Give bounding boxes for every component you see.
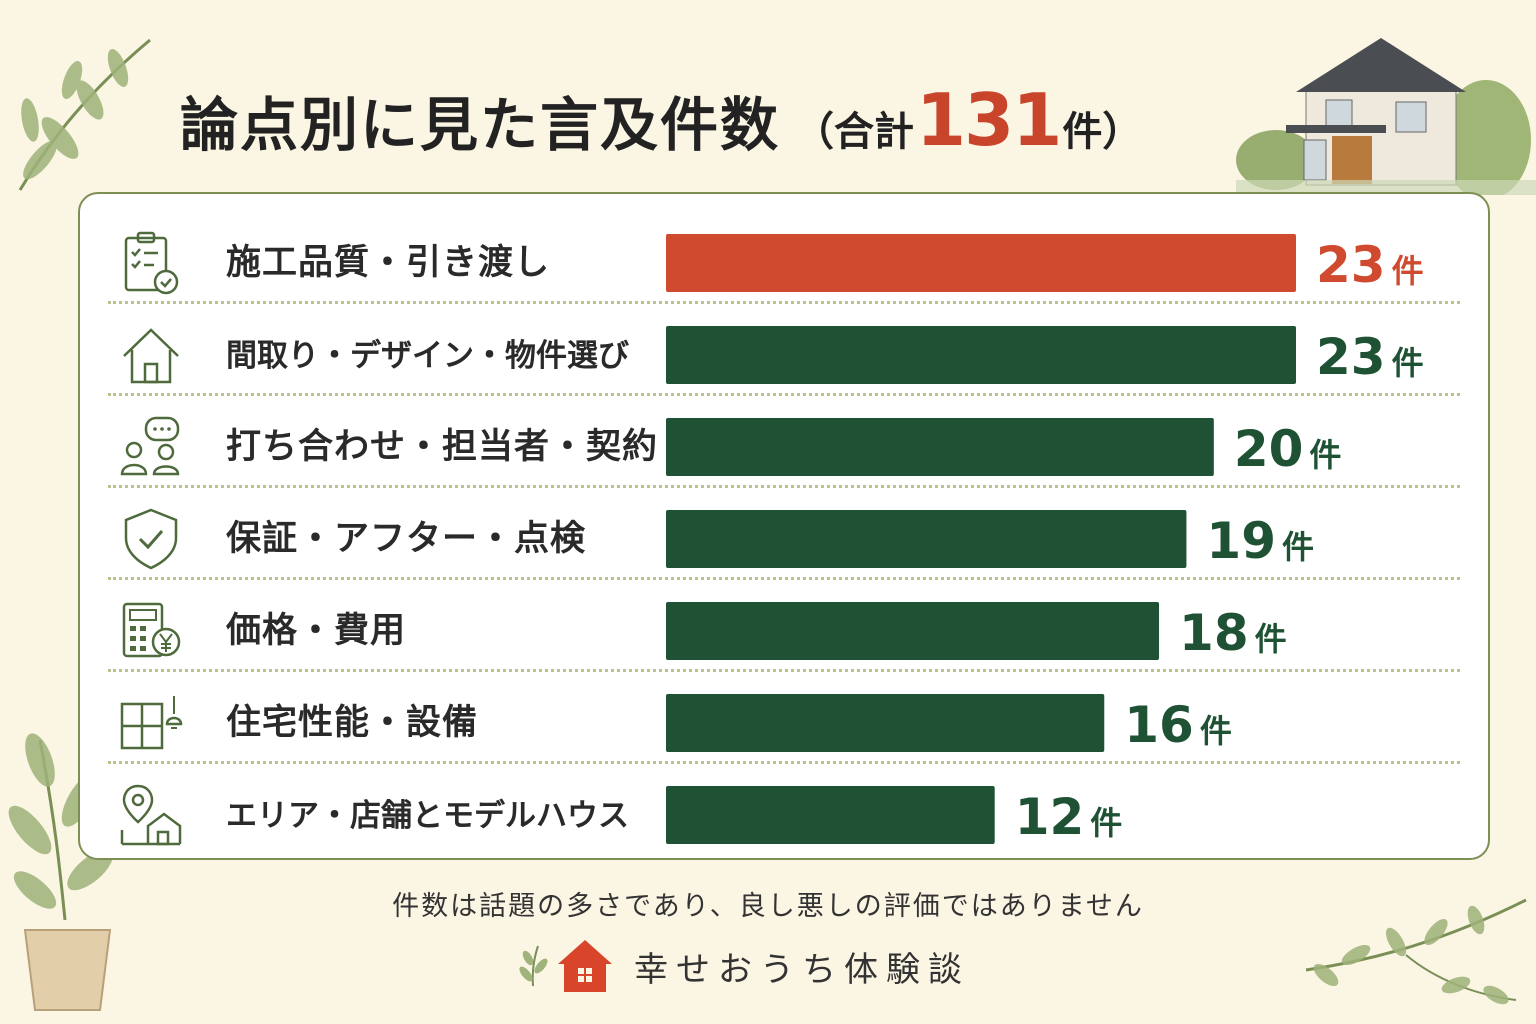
data-label: 23 件: [1316, 236, 1424, 294]
row-divider: [108, 761, 1460, 764]
data-label: 16 件: [1124, 696, 1232, 754]
category-label: 間取り・デザイン・物件選び: [226, 338, 629, 374]
chart-row: 施工品質・引き渡し: [80, 212, 1488, 304]
brand-footer: 幸せおうち体験談: [516, 938, 970, 994]
chart-card: 施工品質・引き渡し間取り・デザイン・物件選び打ち合わせ・担当者・契約 保証・アフタ…: [78, 192, 1490, 860]
row-divider: [108, 669, 1460, 672]
shield-check-icon: [124, 508, 178, 570]
people-chat-icon: [120, 416, 180, 476]
category-label: 価格・費用: [226, 611, 407, 651]
category-label: 保証・アフター・点検: [226, 519, 587, 559]
category-label: 施工品質・引き渡し: [226, 243, 551, 283]
bar: [666, 234, 1296, 292]
bar: [666, 694, 1105, 752]
category-label: エリア・店舗とモデルハウス: [226, 798, 629, 834]
house-icon: [123, 328, 179, 384]
chart-row: エリア・店舗とモデルハウス: [80, 764, 1488, 856]
title-main-text: 論点別に見た言及件数: [180, 91, 781, 159]
bar: [666, 786, 995, 844]
category-label: 住宅性能・設備: [226, 703, 479, 743]
title-total-prefix: （合計: [794, 109, 915, 155]
chart-title: 論点別に見た言及件数 （合計 131 件）: [180, 78, 1142, 162]
bar: [666, 602, 1160, 660]
bar: [666, 326, 1296, 384]
row-divider: [108, 393, 1460, 396]
house-illustration-icon: [1236, 38, 1536, 195]
data-label: 20 件: [1234, 420, 1342, 478]
row-divider: [108, 485, 1460, 488]
potted-plant-icon: [8, 733, 113, 1011]
bar-chart-svg: 23 件 23 件 20 件 19 件 18 件 16 件12 件: [666, 234, 1424, 846]
brand-house-icon: [558, 940, 612, 992]
chart-row: 価格・費用: [80, 580, 1488, 672]
data-label: 19 件: [1206, 512, 1314, 570]
bar: [666, 418, 1214, 476]
location-house-icon: [120, 784, 182, 846]
leaf-branch-top-left-icon: [18, 38, 151, 191]
row-divider: [108, 577, 1460, 580]
data-label: 12 件: [1015, 788, 1123, 846]
leaf-branch-bottom-right-icon: [1305, 898, 1527, 1005]
title-total-suffix: 件）: [1062, 109, 1143, 155]
row-divider: [108, 301, 1460, 304]
clipboard-check-icon: [124, 231, 179, 295]
brand-name: 幸せおうち体験談: [634, 949, 970, 990]
bar: [666, 510, 1187, 568]
footnote: 件数は話題の多さであり、良し悪しの評価ではありません: [392, 891, 1144, 922]
category-label: 打ち合わせ・担当者・契約: [226, 427, 659, 467]
data-label: 23 件: [1316, 328, 1424, 386]
data-label: 18 件: [1179, 604, 1287, 662]
sprig-icon: [519, 945, 548, 987]
title-total: （合計 131 件）: [794, 78, 1142, 162]
chart-row: 住宅性能・設備: [80, 672, 1488, 764]
chart-row: 保証・アフター・点検: [80, 488, 1488, 580]
title-total-value: 131: [916, 78, 1062, 162]
calculator-yen-icon: [122, 602, 181, 658]
chart-row: 間取り・デザイン・物件選び: [80, 304, 1488, 396]
window-lamp-icon: [120, 696, 183, 750]
chart-row: 打ち合わせ・担当者・契約: [80, 396, 1488, 488]
